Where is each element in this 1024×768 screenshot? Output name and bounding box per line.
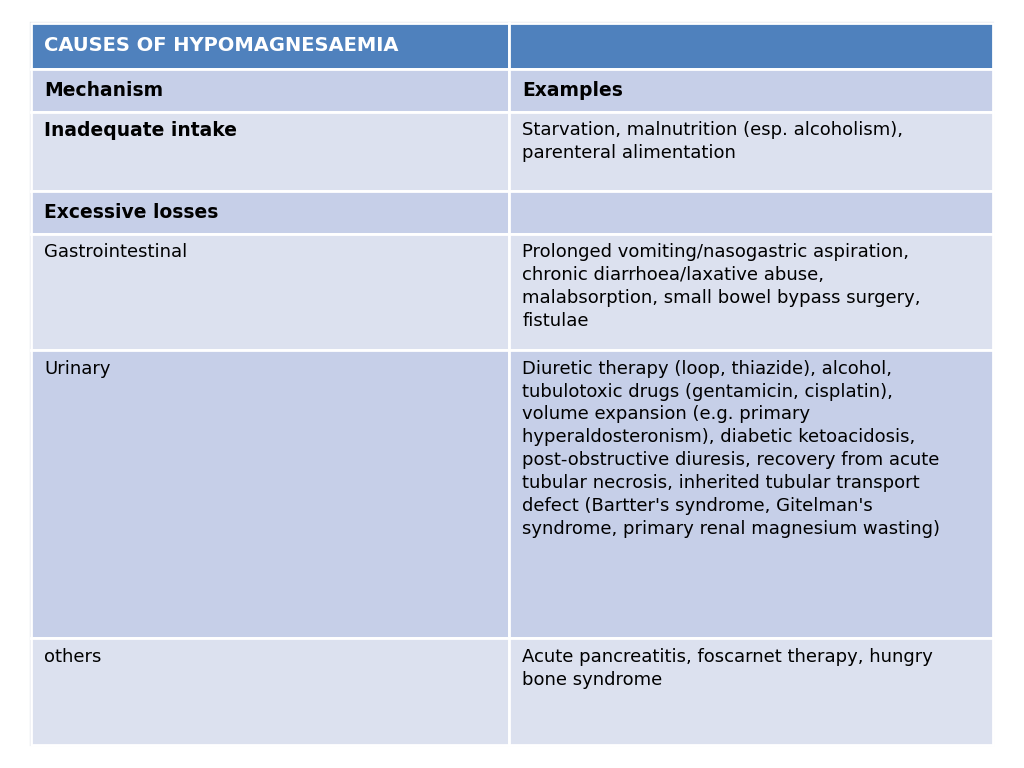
Text: Acute pancreatitis, foscarnet therapy, hungry
bone syndrome: Acute pancreatitis, foscarnet therapy, h…	[522, 647, 933, 689]
Bar	[509, 69, 993, 112]
Bar	[31, 23, 509, 69]
Bar	[31, 233, 509, 350]
Text: Diuretic therapy (loop, thiazide), alcohol,
tubulotoxic drugs (gentamicin, cispl: Diuretic therapy (loop, thiazide), alcoh…	[522, 359, 940, 538]
Text: Mechanism: Mechanism	[44, 81, 163, 100]
Bar	[509, 112, 993, 191]
Bar	[31, 69, 509, 112]
Bar	[31, 191, 509, 233]
Bar	[31, 350, 509, 638]
Bar	[31, 638, 509, 745]
Bar	[509, 638, 993, 745]
Bar	[509, 23, 993, 69]
Text: Gastrointestinal: Gastrointestinal	[44, 243, 187, 261]
Text: Examples: Examples	[522, 81, 624, 100]
Bar	[509, 191, 993, 233]
Text: CAUSES OF HYPOMAGNESAEMIA: CAUSES OF HYPOMAGNESAEMIA	[44, 36, 398, 55]
Bar	[509, 350, 993, 638]
Text: Urinary: Urinary	[44, 359, 111, 378]
Bar	[509, 233, 993, 350]
Text: Starvation, malnutrition (esp. alcoholism),
parenteral alimentation: Starvation, malnutrition (esp. alcoholis…	[522, 121, 903, 162]
Text: others: others	[44, 647, 101, 666]
Text: Inadequate intake: Inadequate intake	[44, 121, 237, 141]
Text: Prolonged vomiting/nasogastric aspiration,
chronic diarrhoea/laxative abuse,
mal: Prolonged vomiting/nasogastric aspiratio…	[522, 243, 921, 329]
Text: Excessive losses: Excessive losses	[44, 203, 218, 222]
Bar	[31, 112, 509, 191]
